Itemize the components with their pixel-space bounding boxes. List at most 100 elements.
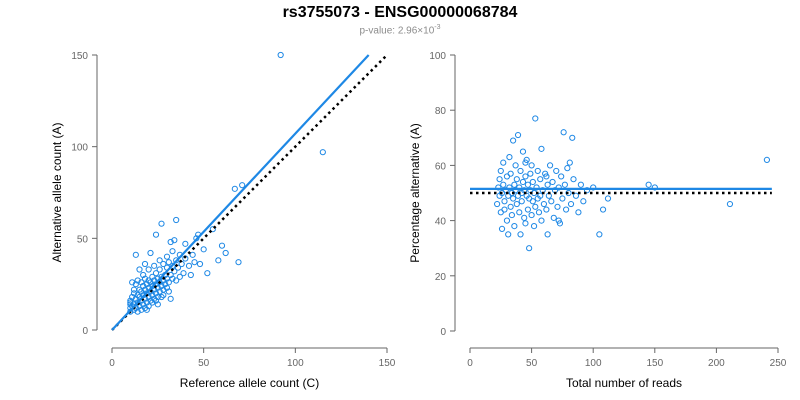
data-point: [162, 281, 169, 288]
data-point: [134, 308, 141, 315]
right-x-axis-title: Total number of reads: [566, 376, 682, 390]
data-point: [495, 184, 502, 191]
data-point: [171, 237, 178, 244]
data-point: [555, 217, 562, 224]
data-point: [510, 195, 517, 202]
data-point: [496, 176, 503, 183]
data-point: [147, 249, 154, 257]
data-point: [152, 270, 160, 277]
data-point: [143, 306, 150, 313]
x-tick-label: 50: [526, 358, 538, 369]
data-point: [171, 268, 178, 275]
data-point: [156, 266, 163, 273]
data-point: [537, 192, 544, 199]
data-point: [143, 281, 150, 288]
data-point: [158, 293, 165, 301]
data-point: [165, 288, 172, 295]
data-point: [555, 184, 562, 191]
x-tick-label: 100: [287, 358, 304, 369]
x-tick-label: 250: [770, 358, 787, 369]
data-point: [235, 259, 242, 266]
data-point: [505, 231, 512, 238]
data-point: [529, 198, 536, 205]
left-reference-line: [111, 54, 388, 331]
data-point: [173, 216, 180, 224]
data-point: [564, 165, 571, 172]
data-point: [519, 178, 527, 186]
data-point: [173, 277, 180, 284]
p-value-text: p-value: 2.96×10: [359, 25, 435, 37]
data-point: [152, 231, 160, 238]
x-tick-label: 50: [198, 358, 210, 369]
data-point: [149, 299, 156, 306]
data-point: [554, 203, 561, 210]
data-point: [497, 167, 504, 175]
data-point: [196, 260, 204, 268]
data-point: [553, 167, 560, 175]
y-tick-label: 20: [435, 272, 447, 283]
data-point: [152, 297, 160, 304]
data-point: [169, 248, 176, 255]
y-tick-label: 40: [435, 217, 447, 228]
data-point: [147, 279, 154, 286]
data-point: [596, 231, 603, 238]
data-point: [565, 189, 572, 197]
data-point: [519, 148, 527, 155]
data-point: [151, 262, 158, 269]
data-point: [503, 173, 511, 180]
data-point: [548, 198, 555, 205]
data-point: [136, 266, 143, 273]
data-point: [528, 211, 535, 219]
data-point: [645, 181, 652, 188]
data-point: [533, 184, 540, 191]
data-point: [132, 281, 139, 288]
data-point: [163, 253, 171, 260]
data-point: [141, 304, 149, 312]
data-point: [544, 181, 551, 188]
p-value-exponent: -3: [434, 24, 441, 31]
data-point: [561, 181, 568, 188]
data-point: [158, 282, 165, 290]
data-point: [498, 225, 506, 232]
data-point: [494, 200, 501, 208]
data-point: [726, 200, 734, 208]
data-point: [138, 279, 145, 286]
data-point: [140, 271, 147, 279]
data-point: [524, 206, 532, 213]
data-point: [500, 159, 507, 166]
data-point: [560, 129, 567, 136]
data-point: [508, 211, 515, 219]
data-point: [572, 192, 580, 199]
data-point: [521, 214, 528, 221]
data-point: [163, 284, 171, 291]
data-point: [517, 231, 524, 238]
y-tick-label: 150: [71, 51, 88, 62]
data-point: [182, 240, 189, 247]
data-point: [517, 167, 524, 175]
data-point: [127, 301, 134, 308]
data-point: [580, 198, 587, 205]
data-point: [497, 209, 504, 216]
data-point: [527, 170, 534, 177]
y-tick-label: 80: [435, 106, 447, 117]
data-point: [538, 217, 545, 224]
data-point: [158, 220, 165, 227]
data-point: [141, 286, 149, 293]
data-point: [501, 206, 508, 213]
data-point: [189, 251, 196, 258]
data-point: [503, 217, 511, 224]
data-point: [215, 257, 222, 264]
data-point: [510, 137, 517, 144]
data-point: [141, 275, 149, 282]
data-point: [546, 162, 554, 169]
data-point: [549, 178, 556, 186]
left-x-axis-title: Reference allele count (C): [180, 376, 319, 390]
x-tick-label: 200: [708, 358, 725, 369]
data-point: [512, 162, 519, 169]
data-point: [200, 246, 207, 253]
data-point: [516, 209, 523, 216]
data-point: [511, 223, 518, 230]
data-point: [577, 181, 584, 188]
data-point: [132, 251, 139, 258]
data-point: [239, 182, 246, 189]
